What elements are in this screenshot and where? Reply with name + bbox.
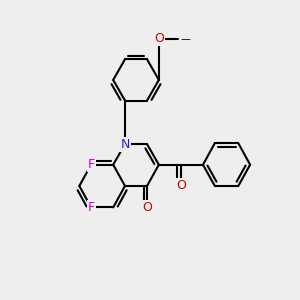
Text: O: O	[176, 179, 186, 192]
Text: —: —	[181, 34, 191, 44]
Text: N: N	[120, 138, 130, 151]
Text: F: F	[88, 201, 95, 214]
Text: O: O	[154, 32, 164, 45]
Text: O: O	[142, 201, 152, 214]
Text: F: F	[88, 158, 95, 171]
